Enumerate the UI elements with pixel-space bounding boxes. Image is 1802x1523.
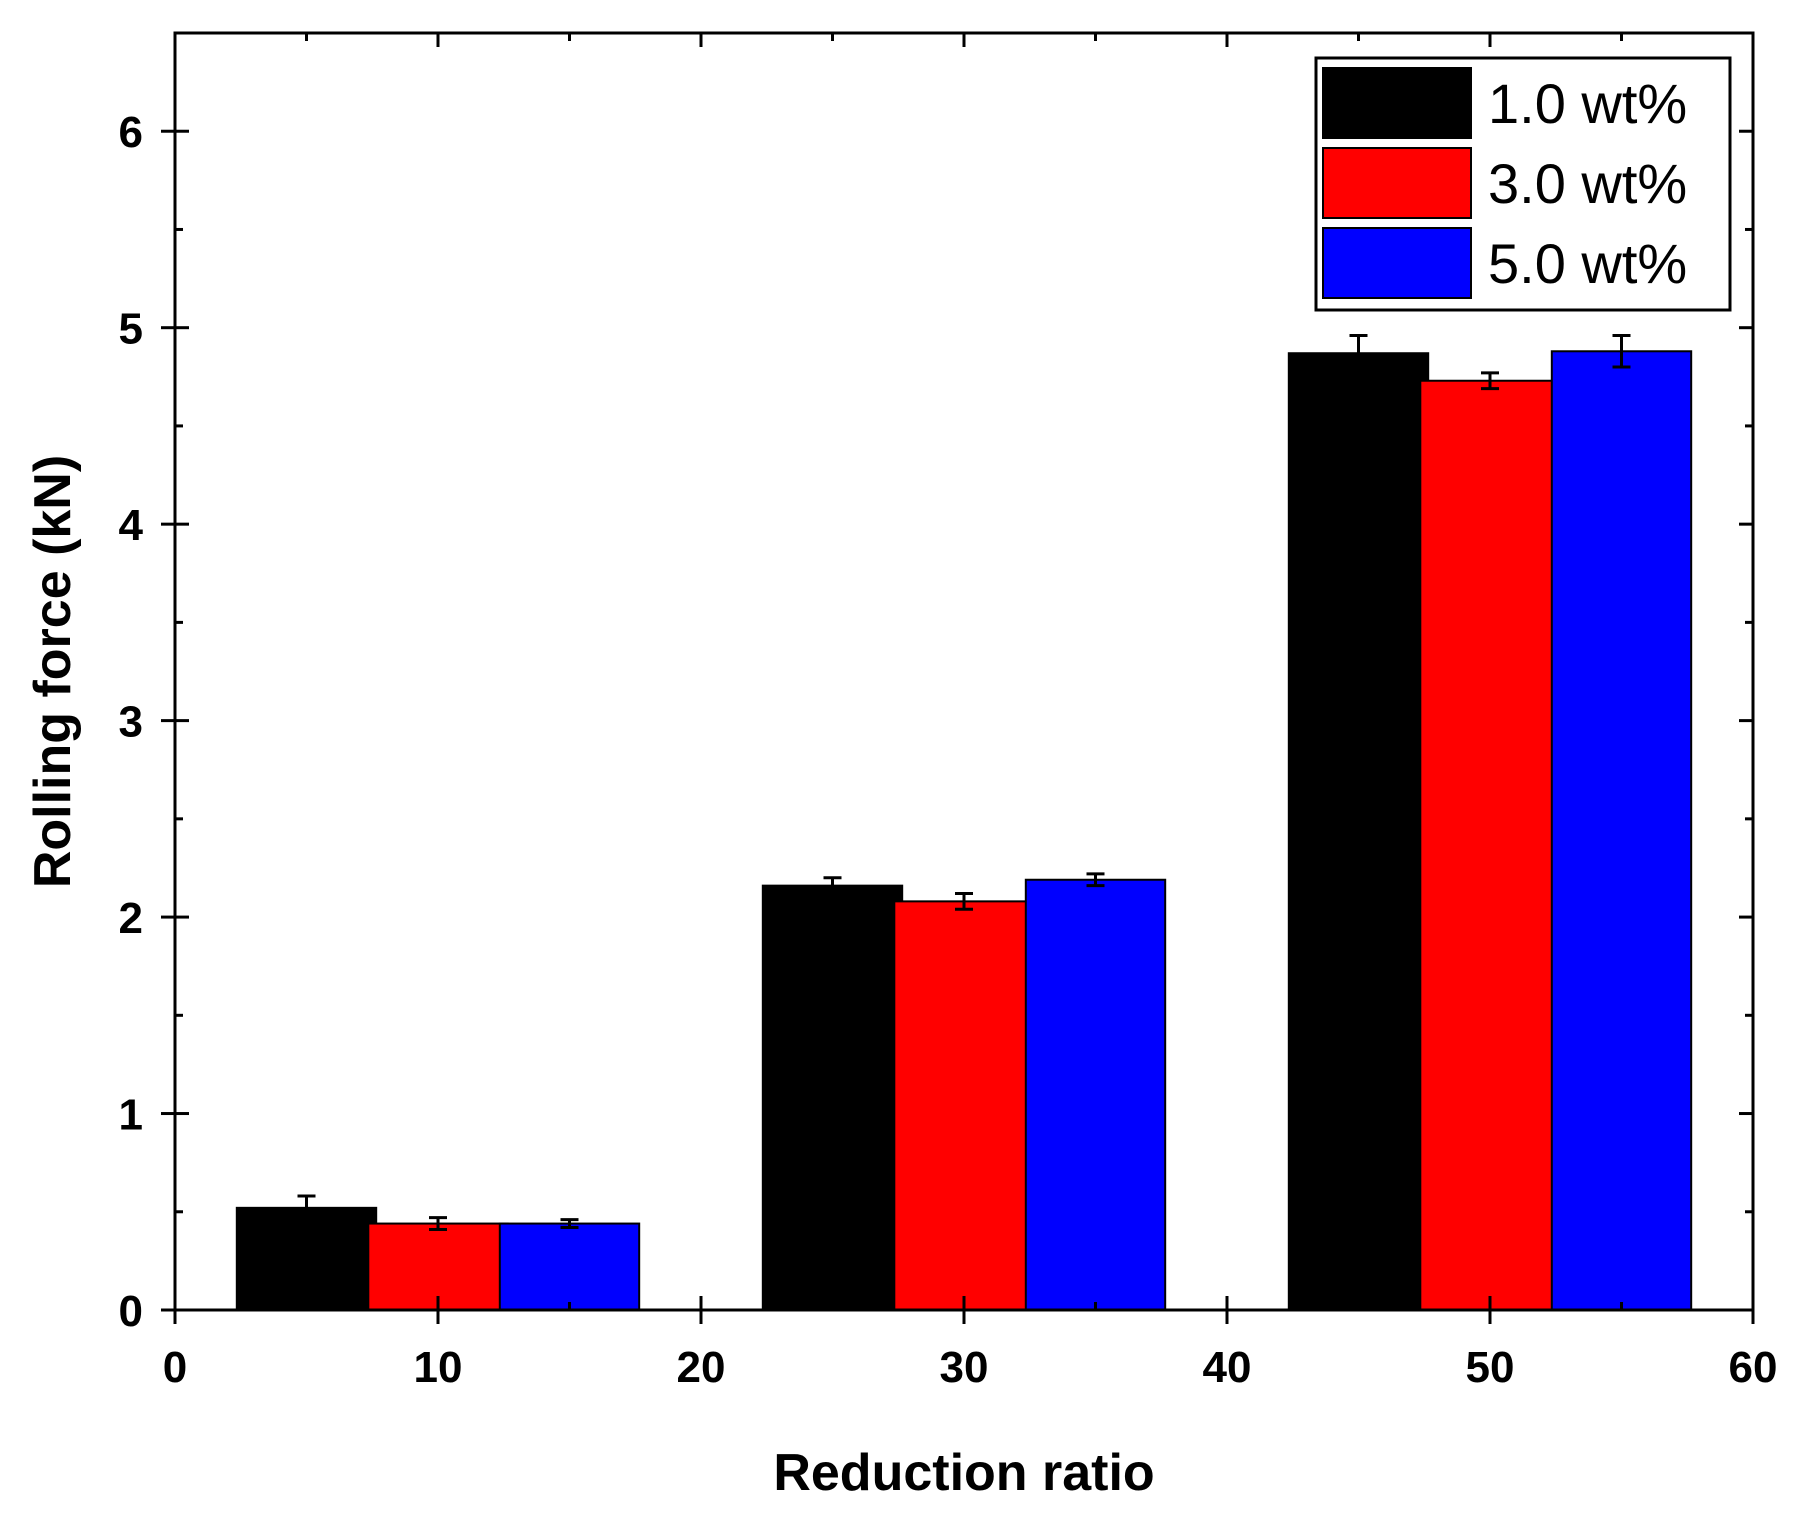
legend-label-1: 1.0 wt% bbox=[1488, 72, 1687, 135]
axes-layer: 0 10 20 30 40 50 60 0 1 2 3 4 5 6 bbox=[119, 31, 1778, 1392]
error-bars-layer bbox=[297, 334, 1631, 1231]
x-tick-label: 50 bbox=[1466, 1343, 1515, 1392]
bar-2-3 bbox=[1419, 379, 1561, 1311]
x-axis-title: Reduction ratio bbox=[773, 1444, 1154, 1502]
bar-2-1 bbox=[367, 1222, 509, 1311]
bars-layer bbox=[235, 350, 1693, 1311]
legend-swatch-3 bbox=[1322, 227, 1472, 299]
bar-2-2 bbox=[893, 900, 1035, 1311]
y-tick-label: 5 bbox=[119, 305, 143, 354]
y-tick-label: 2 bbox=[119, 894, 143, 943]
x-tick-label: 60 bbox=[1729, 1343, 1778, 1392]
legend-label-3: 5.0 wt% bbox=[1488, 232, 1687, 295]
bar-1-3 bbox=[1287, 352, 1430, 1311]
legend-swatch-1 bbox=[1322, 67, 1472, 139]
y-tick-label: 4 bbox=[119, 501, 144, 550]
bar-3-2 bbox=[1024, 878, 1167, 1311]
y-tick-label: 6 bbox=[119, 108, 143, 157]
legend-swatch-2 bbox=[1322, 147, 1472, 219]
legend-label-2: 3.0 wt% bbox=[1488, 152, 1687, 215]
y-tick-label: 0 bbox=[119, 1287, 143, 1336]
x-tick-label: 40 bbox=[1203, 1343, 1252, 1392]
x-tick-label: 20 bbox=[677, 1343, 726, 1392]
x-tick-label: 0 bbox=[163, 1343, 187, 1392]
x-tick-label: 10 bbox=[414, 1343, 463, 1392]
bar-1-1 bbox=[235, 1206, 378, 1311]
y-tick-label: 3 bbox=[119, 698, 143, 747]
y-tick-label: 1 bbox=[119, 1091, 143, 1140]
bar-3-3 bbox=[1550, 350, 1693, 1311]
y-axis-title: Rolling force (kN) bbox=[24, 455, 82, 888]
bar-1-2 bbox=[761, 884, 904, 1311]
legend: 1.0 wt% 3.0 wt% 5.0 wt% bbox=[1314, 56, 1732, 312]
bar-3-1 bbox=[498, 1222, 641, 1311]
x-tick-label: 30 bbox=[940, 1343, 989, 1392]
